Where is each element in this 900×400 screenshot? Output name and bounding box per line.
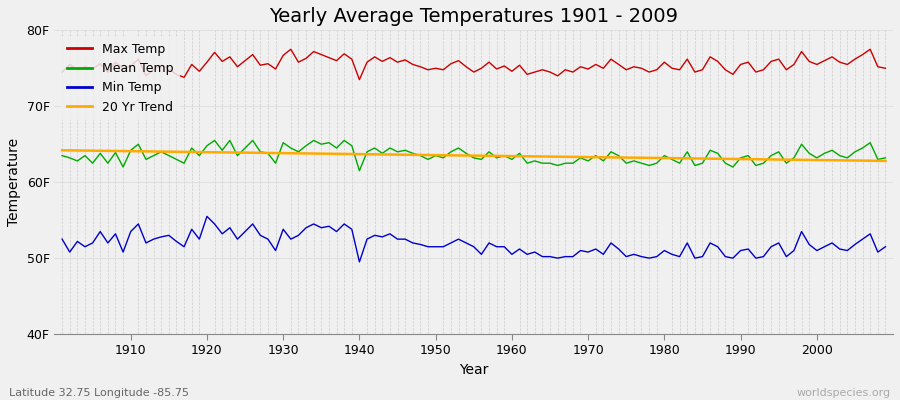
Text: worldspecies.org: worldspecies.org <box>796 388 891 398</box>
Title: Yearly Average Temperatures 1901 - 2009: Yearly Average Temperatures 1901 - 2009 <box>269 7 679 26</box>
Legend: Max Temp, Mean Temp, Min Temp, 20 Yr Trend: Max Temp, Mean Temp, Min Temp, 20 Yr Tre… <box>60 36 180 120</box>
X-axis label: Year: Year <box>459 363 489 377</box>
Y-axis label: Temperature: Temperature <box>7 138 21 226</box>
Text: Latitude 32.75 Longitude -85.75: Latitude 32.75 Longitude -85.75 <box>9 388 189 398</box>
